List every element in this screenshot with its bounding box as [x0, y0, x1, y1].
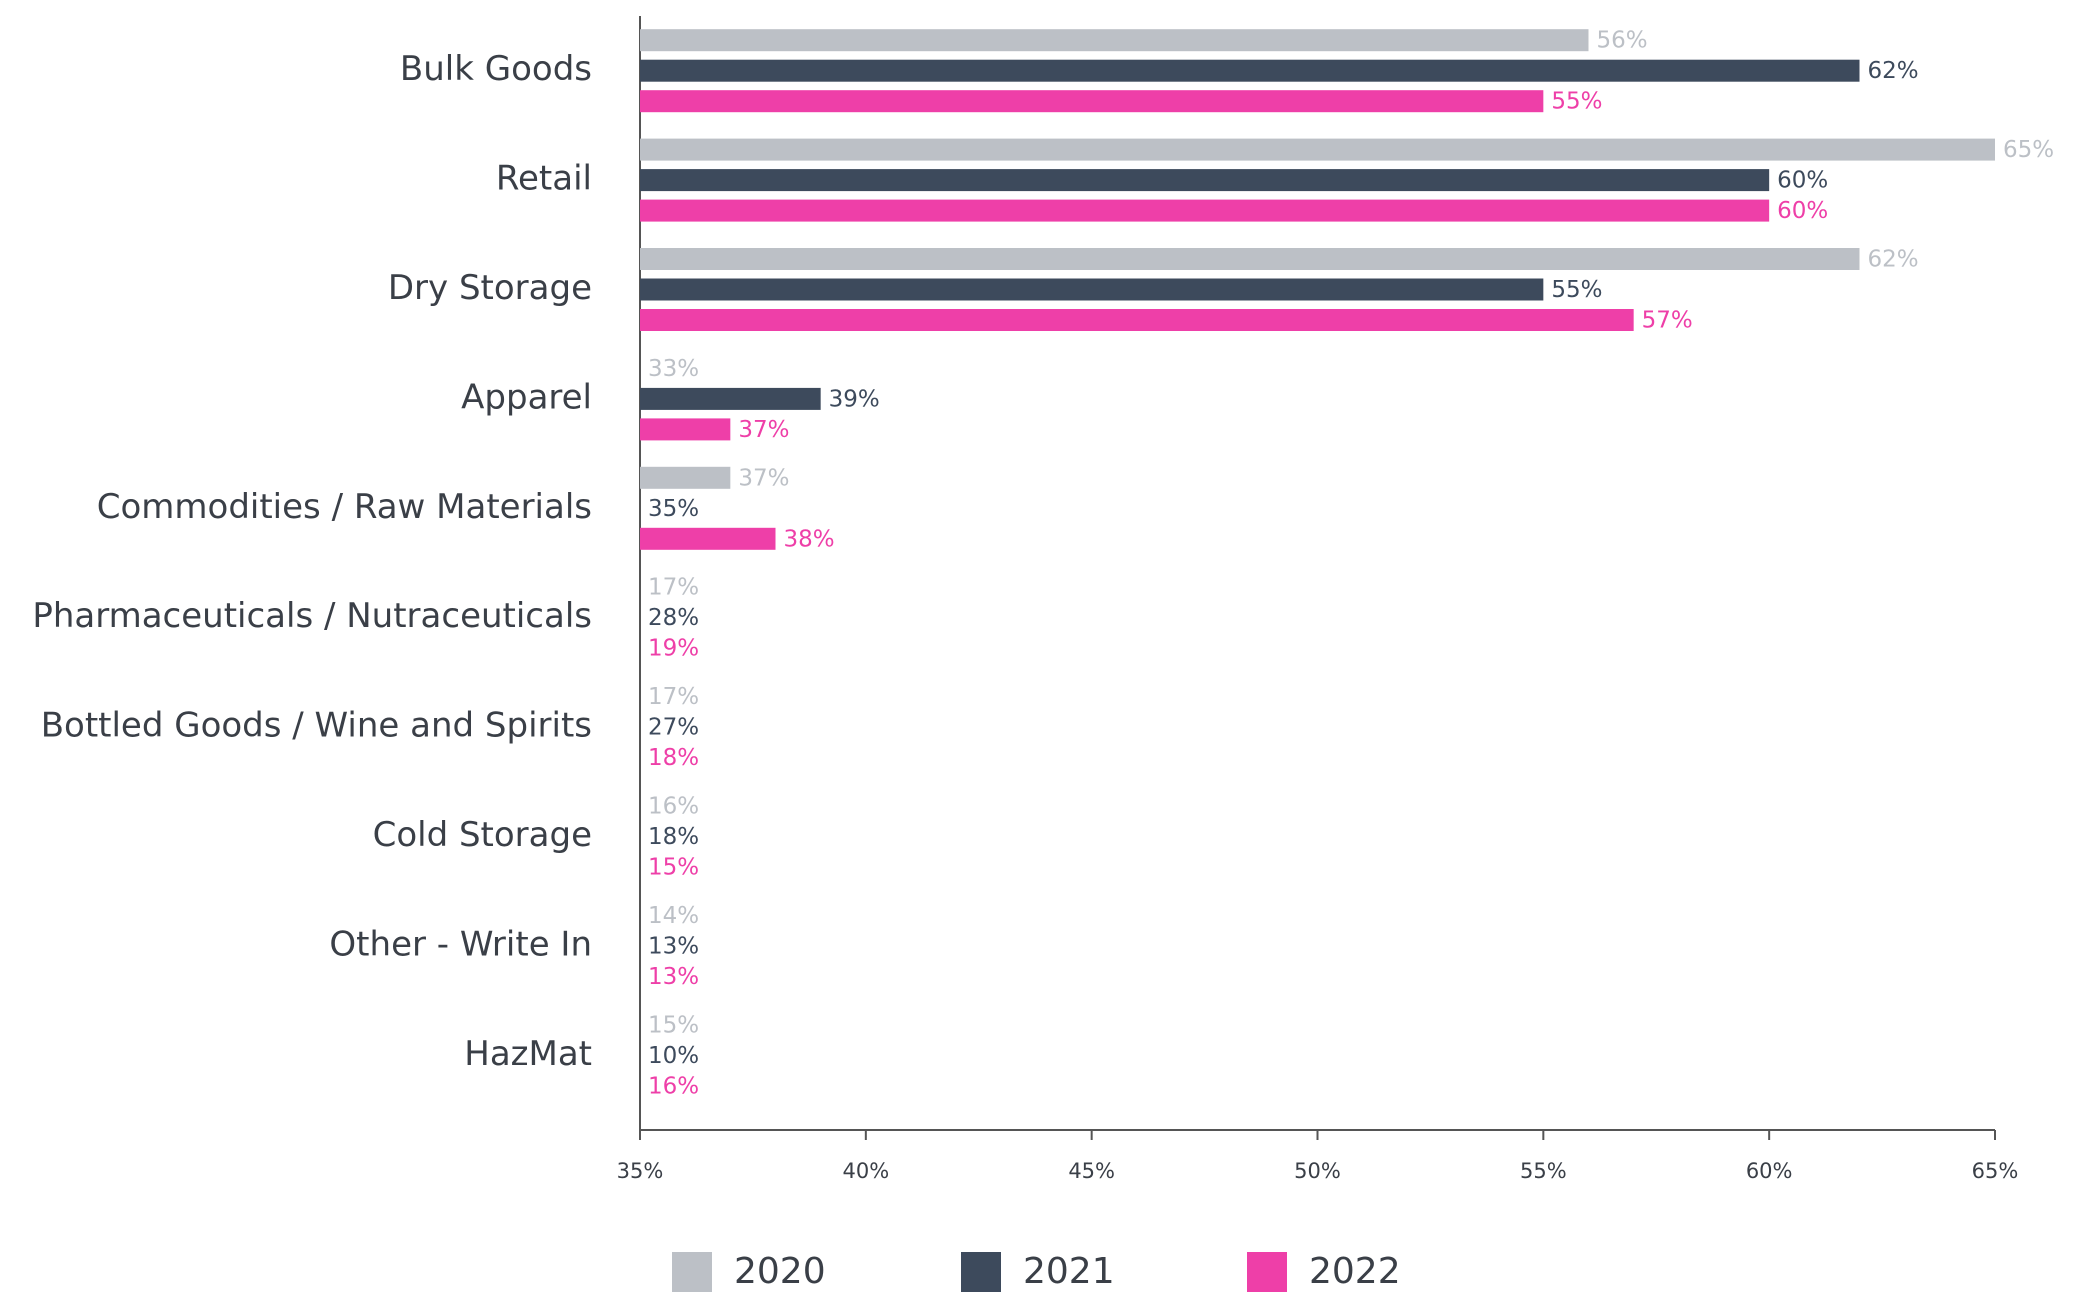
value-label: 28%	[648, 605, 699, 631]
legend-swatch	[961, 1252, 1001, 1292]
bar	[640, 199, 1770, 222]
value-label: 16%	[648, 794, 699, 820]
bar	[640, 169, 1770, 192]
category-label: Pharmaceuticals / Nutraceuticals	[32, 596, 592, 636]
bar	[640, 466, 731, 489]
value-label: 60%	[1777, 168, 1828, 194]
value-label: 65%	[2003, 137, 2054, 163]
bar	[640, 90, 1544, 113]
value-label: 15%	[648, 1012, 699, 1038]
category-label: Dry Storage	[388, 268, 592, 308]
value-label: 39%	[829, 386, 880, 412]
legend-label: 2020	[734, 1251, 826, 1292]
value-label: 56%	[1597, 28, 1648, 54]
category-label: Retail	[496, 159, 592, 199]
category-label: Other - Write In	[329, 924, 592, 964]
value-label: 62%	[1868, 247, 1919, 273]
legend-swatch	[1247, 1252, 1287, 1292]
value-label: 17%	[648, 684, 699, 710]
value-label: 15%	[648, 855, 699, 881]
value-label: 55%	[1551, 277, 1602, 303]
value-label: 57%	[1642, 308, 1693, 334]
value-label: 38%	[784, 526, 835, 552]
value-label: 62%	[1868, 58, 1919, 84]
bar	[640, 248, 1860, 270]
value-label: 16%	[648, 1073, 699, 1099]
value-label: 10%	[648, 1043, 699, 1069]
value-label: 18%	[648, 824, 699, 850]
value-label: 35%	[648, 496, 699, 522]
bar	[640, 387, 821, 410]
category-label: Bulk Goods	[400, 49, 592, 89]
x-tick-label: 50%	[1294, 1159, 1341, 1183]
legend-swatch	[672, 1252, 712, 1292]
value-label: 13%	[648, 933, 699, 959]
bar	[640, 527, 776, 550]
x-tick-label: 35%	[617, 1159, 664, 1183]
category-label: Bottled Goods / Wine and Spirits	[41, 706, 592, 746]
legend-label: 2022	[1309, 1251, 1401, 1292]
value-label: 18%	[648, 745, 699, 771]
category-label: Apparel	[461, 377, 592, 417]
legend-label: 2021	[1023, 1251, 1115, 1292]
category-label: HazMat	[464, 1034, 592, 1074]
value-label: 17%	[648, 575, 699, 601]
bar	[640, 278, 1544, 301]
x-tick-label: 55%	[1520, 1159, 1567, 1183]
bar	[640, 138, 1995, 161]
value-label: 37%	[738, 417, 789, 443]
value-label: 13%	[648, 964, 699, 990]
x-tick-label: 65%	[1972, 1159, 2019, 1183]
bar	[640, 59, 1860, 82]
bar	[640, 309, 1634, 331]
value-label: 27%	[648, 715, 699, 741]
value-label: 19%	[648, 636, 699, 662]
x-tick-label: 60%	[1746, 1159, 1793, 1183]
x-tick-label: 40%	[842, 1159, 889, 1183]
value-label: 33%	[648, 356, 699, 382]
value-label: 37%	[738, 465, 789, 491]
value-label: 60%	[1777, 198, 1828, 224]
value-label: 14%	[648, 903, 699, 929]
bar	[640, 418, 731, 441]
category-label: Commodities / Raw Materials	[97, 487, 592, 527]
category-label: Cold Storage	[373, 815, 592, 855]
x-tick-label: 45%	[1068, 1159, 1115, 1183]
value-label: 55%	[1551, 89, 1602, 115]
bar	[640, 29, 1589, 52]
